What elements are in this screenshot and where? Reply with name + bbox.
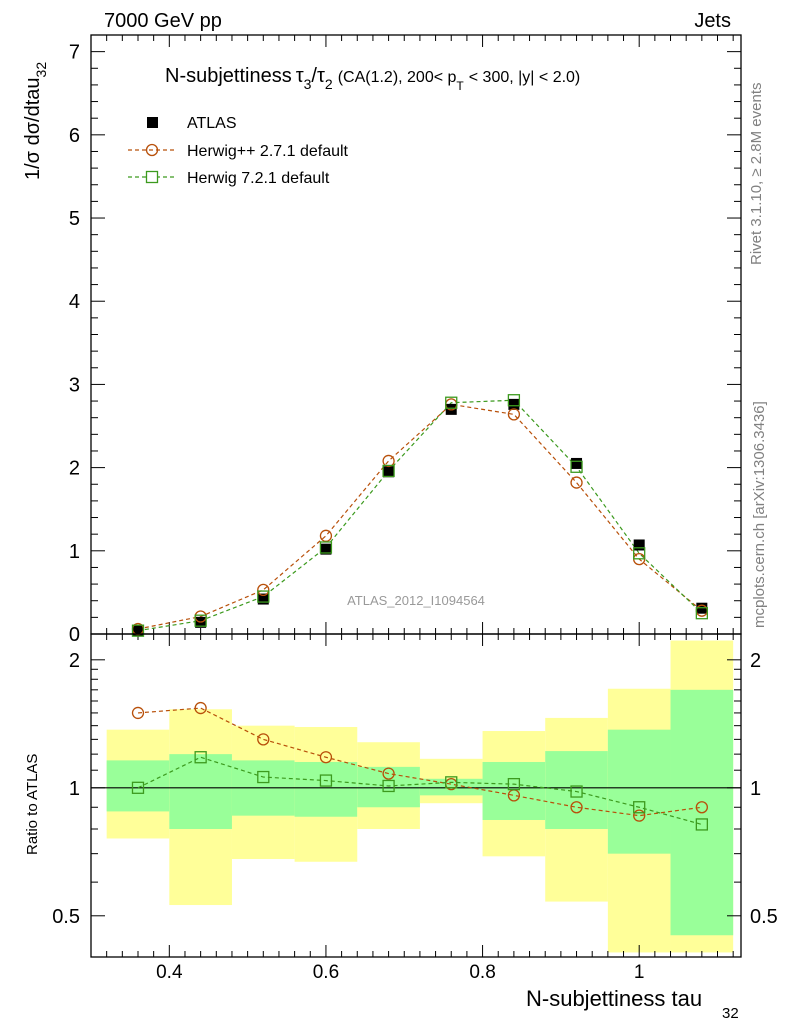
data-point-herwig7 xyxy=(131,624,145,637)
data-point-atlas xyxy=(383,466,395,478)
stat-uncertainty-band xyxy=(482,761,546,820)
header-right-label: Jets xyxy=(694,10,731,32)
plot-title: N-subjettiness τ3/τ2 (CA(1.2), 200< pT < 30… xyxy=(165,65,580,93)
data-point-herwig7 xyxy=(194,751,207,764)
y-tick-label: 5 xyxy=(69,208,80,230)
data-point-herwigpp xyxy=(131,706,145,720)
data-point-herwig7 xyxy=(695,607,708,620)
analysis-watermark: ATLAS_2012_I1094564 xyxy=(347,593,485,608)
series-line-ratio xyxy=(137,707,702,817)
data-point-herwig7 xyxy=(445,396,458,409)
data-point-atlas xyxy=(633,539,645,551)
data-point-herwigpp xyxy=(257,583,270,597)
data-point-herwig7 xyxy=(570,460,583,473)
mcplots-reference-label: mcplots.cern.ch [arXiv:1306.3436] xyxy=(751,401,768,628)
legend-label-herwigpp: Herwig++ 2.7.1 default xyxy=(187,143,349,160)
ratio-y-axis-label: Ratio to ATLAS xyxy=(24,754,41,855)
data-point-herwig7 xyxy=(257,770,270,784)
data-point-herwig7 xyxy=(695,818,708,831)
data-point-herwig7 xyxy=(633,801,646,814)
y-tick-label: 2 xyxy=(69,458,80,480)
stat-uncertainty-band xyxy=(106,760,170,812)
y-tick-label: 7 xyxy=(69,42,80,64)
x-axis-label-subscript: 32 xyxy=(722,1005,739,1022)
legend-label-herwig7: Herwig 7.2.1 default xyxy=(187,170,330,187)
data-point-herwigpp xyxy=(319,751,333,764)
legend-label-atlas: ATLAS xyxy=(187,115,237,132)
data-point-herwigpp xyxy=(194,701,207,715)
stat-uncertainty-band xyxy=(357,766,420,808)
data-point-herwig7 xyxy=(319,774,333,787)
data-point-herwig7 xyxy=(131,781,145,794)
data-point-atlas xyxy=(257,593,269,605)
y-axis-label: 1/σ dσ/dtau32 xyxy=(22,62,49,180)
series-lines xyxy=(137,399,703,826)
data-point-herwig7 xyxy=(570,785,583,798)
ratio-plot-frame xyxy=(90,633,742,958)
data-point-atlas xyxy=(508,398,520,410)
data-point-herwig7 xyxy=(445,776,458,789)
legend-marker-atlas xyxy=(147,117,158,128)
x-axis-label: N-subjettiness tau xyxy=(526,986,702,1011)
data-point-herwigpp xyxy=(382,454,395,468)
stat-uncertainty-band xyxy=(169,754,232,830)
legend-marker-herwig7 xyxy=(145,170,159,184)
x-tick-label: 0.8 xyxy=(469,962,495,983)
series-line-main xyxy=(137,399,703,632)
data-point-herwig7 xyxy=(319,541,333,554)
ratio-tick-label-right: 2 xyxy=(750,650,761,672)
ratio-uncertainty-bands xyxy=(106,640,734,953)
axis-ticks xyxy=(90,34,741,958)
data-point-herwigpp xyxy=(695,801,708,814)
data-point-herwigpp xyxy=(382,767,395,780)
x-tick-label: 0.6 xyxy=(313,962,339,983)
data-point-herwigpp xyxy=(570,801,583,814)
ratio-tick-label-right: 1 xyxy=(750,778,761,800)
x-tick-label: 1 xyxy=(634,962,645,983)
data-point-herwigpp xyxy=(319,529,333,542)
ratio-tick-label-right: 0.5 xyxy=(750,906,778,928)
y-tick-label: 6 xyxy=(69,125,80,147)
ratio-tick-label-left: 2 xyxy=(69,650,80,672)
stat-uncertainty-band xyxy=(294,761,358,817)
data-point-herwig7 xyxy=(507,777,521,791)
stat-uncertainty-band xyxy=(545,751,608,830)
data-point-herwigpp xyxy=(257,733,270,746)
y-tick-label: 4 xyxy=(69,291,80,313)
data-point-herwig7 xyxy=(633,547,646,560)
data-point-atlas xyxy=(132,625,144,637)
header-left-label: 7000 GeV pp xyxy=(104,10,222,32)
legend-marker-herwigpp xyxy=(145,143,159,157)
data-point-herwig7 xyxy=(257,590,270,603)
ratio-tick-label-left: 0.5 xyxy=(52,906,80,928)
series-markers xyxy=(131,394,708,831)
data-point-herwig7 xyxy=(507,394,521,407)
ratio-tick-label-left: 1 xyxy=(69,778,80,800)
data-point-herwigpp xyxy=(507,408,521,421)
data-point-atlas xyxy=(571,457,583,469)
y-tick-label: 3 xyxy=(69,374,80,396)
y-tick-label: 0 xyxy=(69,624,80,646)
data-point-herwig7 xyxy=(194,614,207,627)
stat-uncertainty-band xyxy=(419,778,483,796)
tick-labels: 0.4 0.6 0.8 1 0 1 2 3 4 5 6 7 0.5 0.5 1 1 2 2 xyxy=(52,42,778,983)
legend: ATLAS Herwig++ 2.7.1 default Herwig 7.2.… xyxy=(128,115,349,187)
data-point-herwig7 xyxy=(382,464,395,478)
series-line-main xyxy=(137,403,703,630)
rivet-version-label: Rivet 3.1.10, ≥ 2.8M events xyxy=(748,83,765,266)
data-point-herwig7 xyxy=(382,779,395,793)
data-point-herwigpp xyxy=(633,809,646,822)
x-tick-label: 0.4 xyxy=(156,962,183,983)
y-tick-label: 1 xyxy=(69,541,80,563)
data-point-herwigpp xyxy=(570,476,583,489)
stat-uncertainty-band xyxy=(607,729,671,854)
data-point-atlas xyxy=(320,543,332,555)
